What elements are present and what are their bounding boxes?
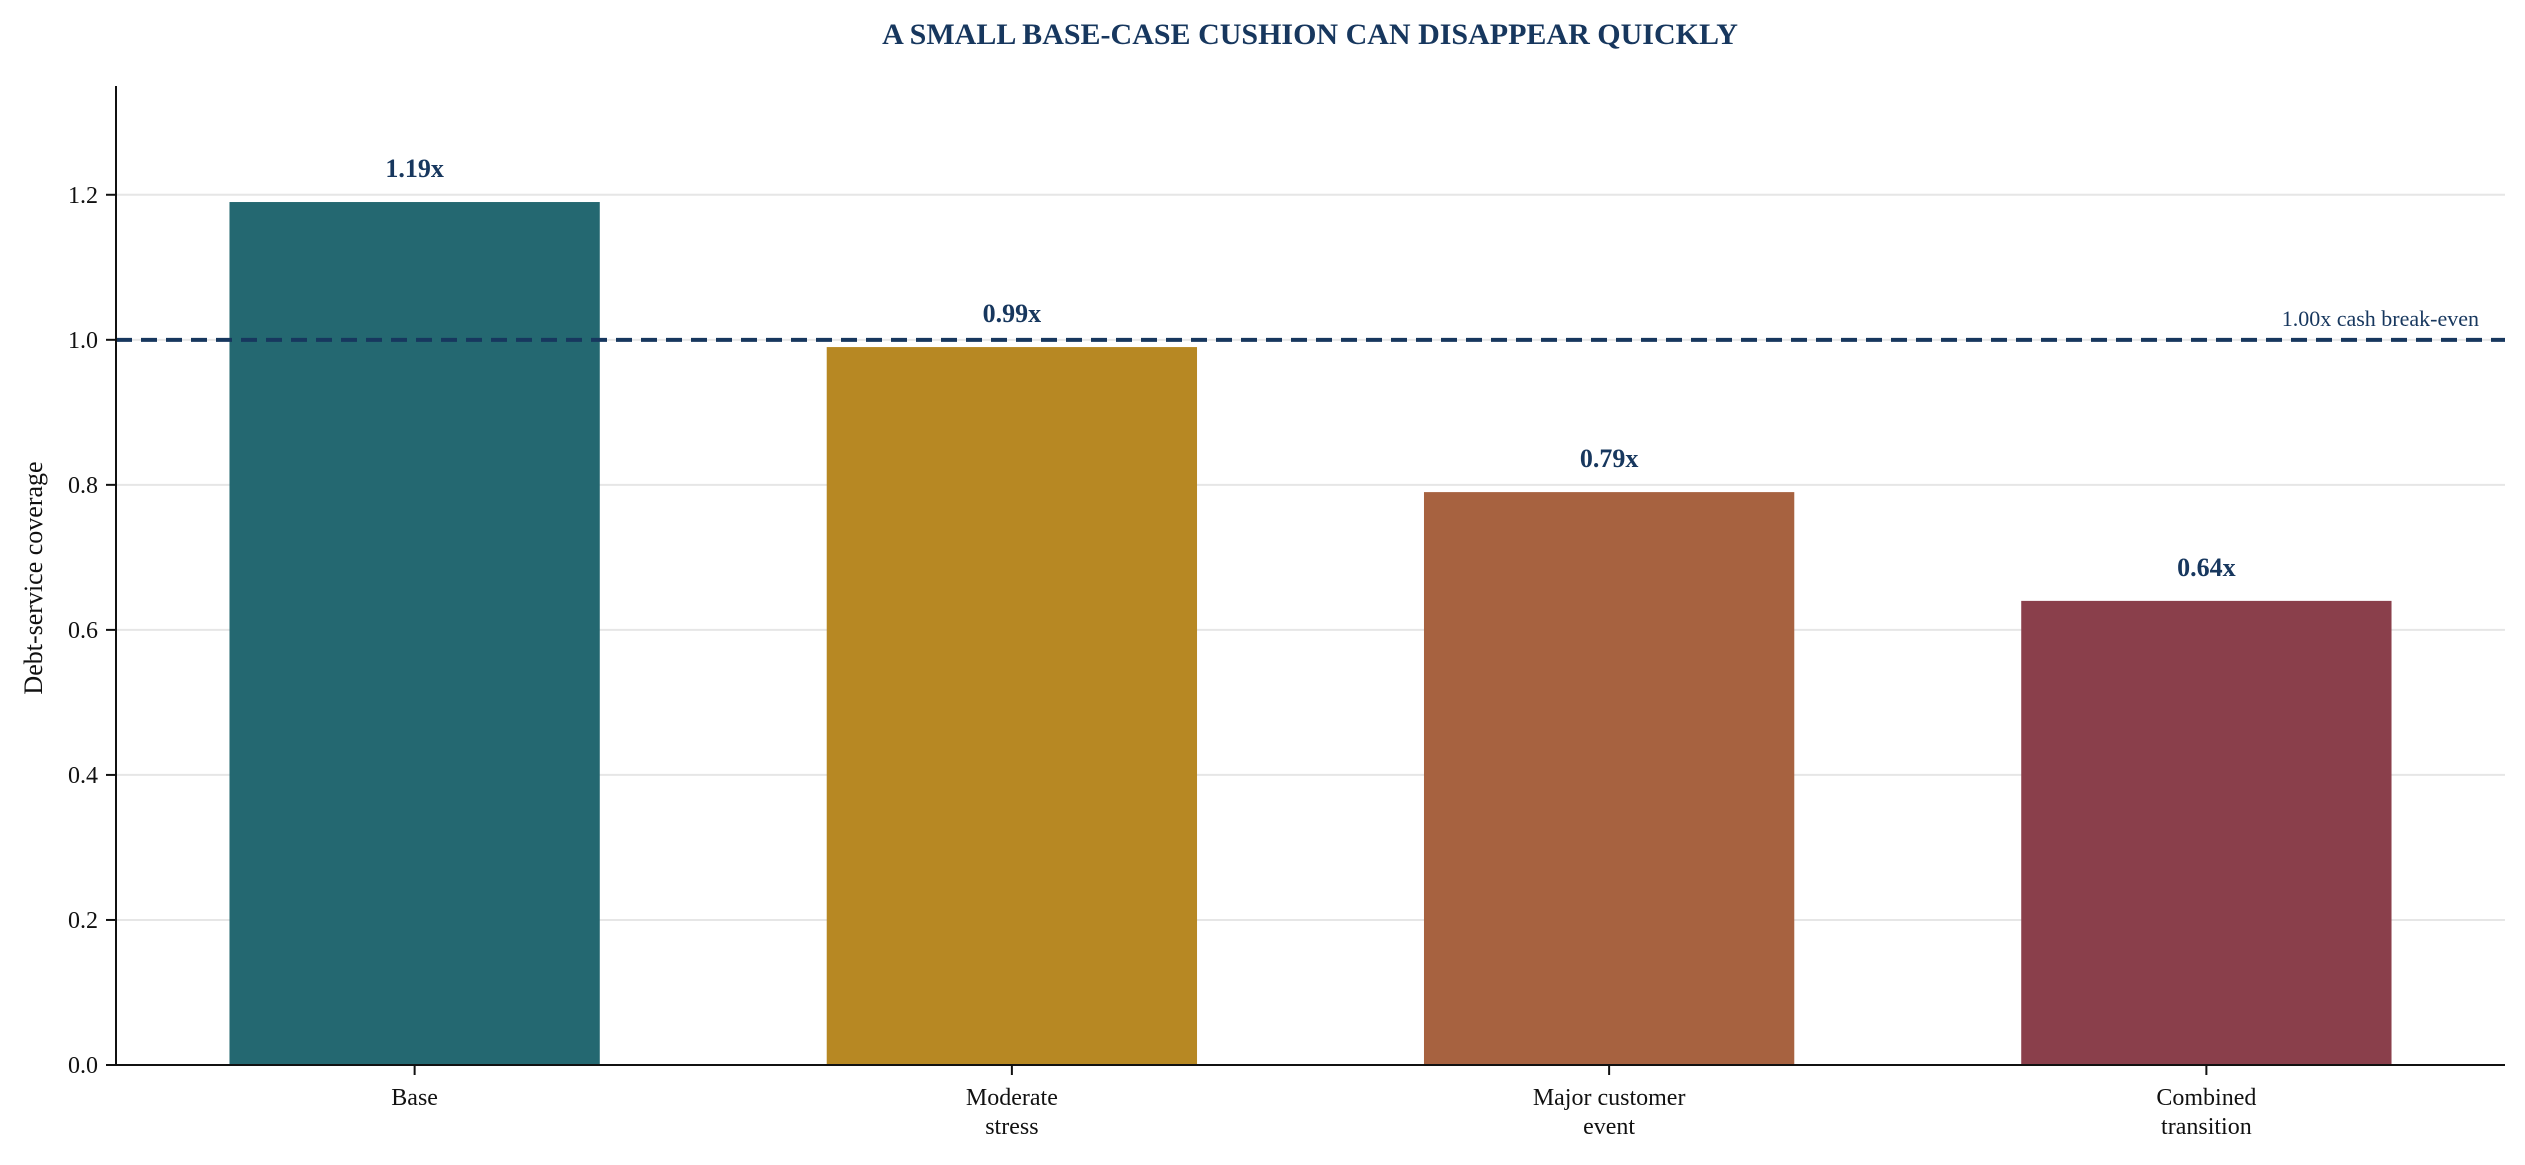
x-tick-label-line: stress [985,1114,1038,1140]
x-tick-label-line: Combined [2156,1085,2256,1111]
x-tick-label-line: Major customer [1533,1085,1686,1111]
y-tick-label: 0.6 [68,618,98,644]
bar [826,347,1198,1066]
reference-line-label: 1.00x cash break-even [2282,306,2479,331]
chart-title: A SMALL BASE-CASE CUSHION CAN DISAPPEAR … [882,18,1738,51]
x-tick-label: Base [391,1085,438,1111]
y-tick-label: 0.8 [68,473,98,499]
data-label: 0.79x [1580,444,1639,473]
y-tick-label: 0.2 [68,908,98,934]
data-label: 1.19x [385,154,444,183]
y-axis-label: Debt-service coverage [19,461,48,694]
reference-line-group: 1.00x cash break-even [116,306,2505,342]
y-tick-label: 0.4 [68,763,98,789]
y-tick-label: 0.0 [68,1053,98,1079]
x-tick-label-line: Moderate [966,1085,1058,1111]
x-tick-label: Combined transition [2156,1085,2256,1140]
y-tick-label: 1.0 [68,328,98,354]
y-tick-label: 1.2 [68,183,98,209]
x-tick-label: Moderate stress [966,1085,1058,1140]
bars [229,202,2392,1066]
bar [2021,600,2392,1065]
bar [1423,492,1795,1065]
x-tick-label-line: Base [391,1085,438,1111]
data-label: 0.99x [983,299,1042,328]
data-label: 0.64x [2177,553,2236,582]
x-tick-label: Major customer event [1533,1085,1686,1140]
x-tick-label-line: transition [2161,1114,2252,1140]
bar [229,202,600,1065]
x-tick-label-line: event [1583,1114,1635,1140]
data-labels: 1.19x 0.99x 0.79x 0.64x [385,154,2235,582]
